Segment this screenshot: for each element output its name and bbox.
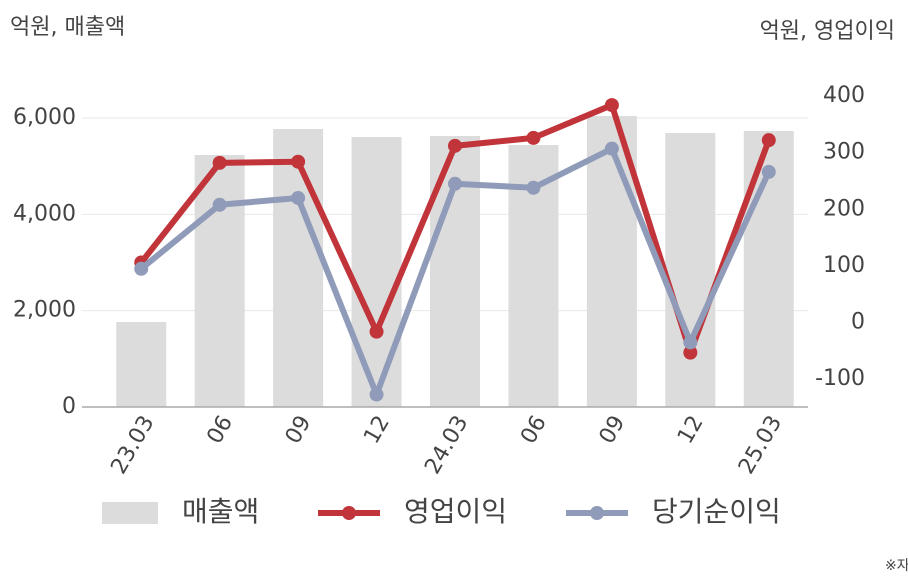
point — [683, 335, 698, 350]
y2-tick-label: 0 — [851, 310, 865, 335]
legend-label: 매출액 — [182, 495, 259, 528]
point — [369, 324, 384, 339]
x-tick-label: 06 — [516, 412, 552, 449]
bar — [194, 155, 245, 407]
x-tick-label: 25.03 — [734, 412, 787, 479]
point — [604, 141, 619, 156]
legend-label: 영업이익 — [404, 495, 507, 528]
legend-swatch — [342, 506, 356, 520]
bar — [351, 136, 402, 408]
point — [761, 164, 776, 179]
point — [761, 133, 776, 148]
bar — [273, 128, 324, 408]
note: ※자 — [885, 558, 908, 574]
y-tick-label: 0 — [62, 394, 76, 419]
legend-label: 당기순이익 — [652, 495, 781, 528]
x-tick-label: 06 — [202, 412, 238, 449]
y-tick-label: 6,000 — [13, 105, 76, 130]
x-tick-label: 09 — [281, 412, 317, 449]
x-tick-label: 12 — [359, 412, 395, 449]
point — [448, 176, 462, 191]
bar — [116, 321, 167, 407]
point — [212, 155, 227, 170]
y-tick-label: 2,000 — [13, 298, 76, 323]
bar — [430, 136, 480, 407]
x-tick-label: 12 — [673, 412, 709, 449]
bar — [665, 132, 716, 408]
point — [683, 345, 698, 360]
x-tick-label: 24.03 — [420, 412, 473, 479]
point — [369, 387, 384, 402]
legend-swatch — [590, 506, 604, 520]
y2-tick-label: -100 — [815, 366, 865, 391]
legend-swatch — [102, 502, 158, 524]
y2-axis-label: 억원, 영업이익 — [760, 19, 895, 44]
point — [134, 261, 149, 276]
y2-tick-label: 100 — [823, 253, 865, 278]
y-tick-label: 4,000 — [13, 201, 76, 226]
point — [291, 154, 306, 169]
x-tick-label: 09 — [595, 412, 631, 449]
point — [604, 98, 619, 113]
point — [526, 130, 541, 145]
x-tick-label: 23.03 — [106, 412, 159, 479]
y2-tick-label: 300 — [823, 140, 865, 165]
point — [212, 197, 227, 212]
y2-tick-label: 200 — [823, 196, 865, 221]
y2-tick-label: 400 — [823, 83, 865, 108]
point — [291, 190, 306, 205]
y-axis-label: 억원, 매출액 — [10, 15, 125, 40]
point — [448, 138, 462, 153]
point — [526, 180, 541, 195]
